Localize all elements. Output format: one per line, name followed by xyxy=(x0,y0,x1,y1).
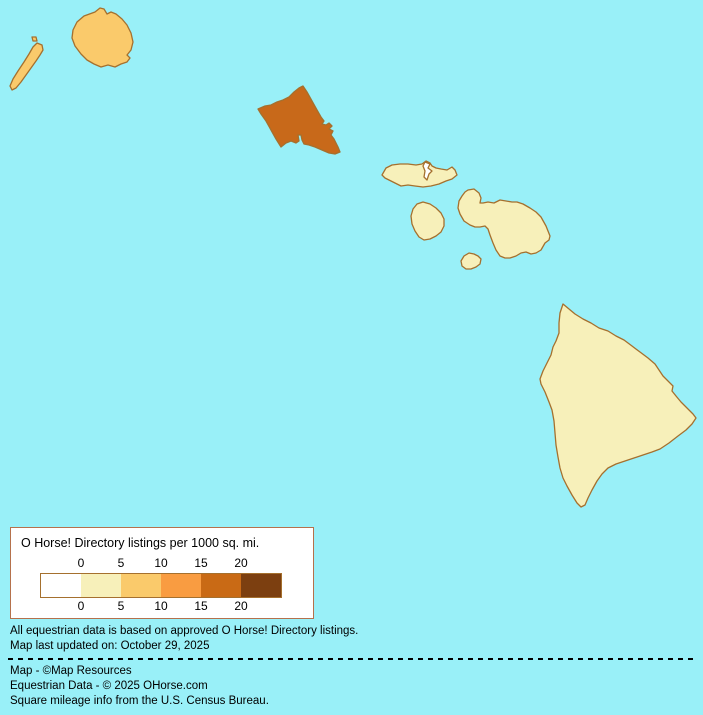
legend-tick: 10 xyxy=(154,599,168,613)
last-updated-text: Map last updated on: October 29, 2025 xyxy=(10,640,210,652)
legend-tick: 20 xyxy=(234,556,248,570)
legend-tick: 5 xyxy=(117,556,125,570)
island-kalawao[interactable] xyxy=(422,161,433,181)
island-molokai[interactable] xyxy=(381,160,458,188)
island-oahu[interactable] xyxy=(257,85,341,155)
legend-tick: 0 xyxy=(77,599,85,613)
legend-box: O Horse! Directory listings per 1000 sq.… xyxy=(10,527,314,619)
legend-swatch-4 xyxy=(201,574,241,597)
data-credit-text: Equestrian Data - © 2025 OHorse.com xyxy=(10,680,208,692)
legend-title: O Horse! Directory listings per 1000 sq.… xyxy=(21,536,260,550)
dashed-divider xyxy=(8,658,697,660)
legend-swatch-5 xyxy=(241,574,281,597)
legend-tick: 15 xyxy=(194,556,208,570)
island-niihau[interactable] xyxy=(9,42,44,91)
legend-tick: 10 xyxy=(154,556,168,570)
island-lehua[interactable] xyxy=(31,36,38,42)
legend-tick: 20 xyxy=(234,599,248,613)
legend-tick: 0 xyxy=(77,556,85,570)
legend-swatch-1 xyxy=(81,574,121,597)
legend-tick: 5 xyxy=(117,599,125,613)
mileage-credit-text: Square mileage info from the U.S. Census… xyxy=(10,695,269,707)
island-hawaii[interactable] xyxy=(539,303,697,508)
disclaimer-text: All equestrian data is based on approved… xyxy=(10,625,359,637)
legend-color-scale xyxy=(40,573,282,598)
map-credit-text: Map - ©Map Resources xyxy=(10,665,132,677)
legend-swatch-3 xyxy=(161,574,201,597)
legend-swatch-0 xyxy=(41,574,81,597)
island-maui[interactable] xyxy=(457,188,551,259)
island-lanai[interactable] xyxy=(410,201,445,241)
island-kahoolawe[interactable] xyxy=(460,252,482,270)
legend-tick: 15 xyxy=(194,599,208,613)
island-kauai[interactable] xyxy=(71,7,134,68)
legend-swatch-2 xyxy=(121,574,161,597)
